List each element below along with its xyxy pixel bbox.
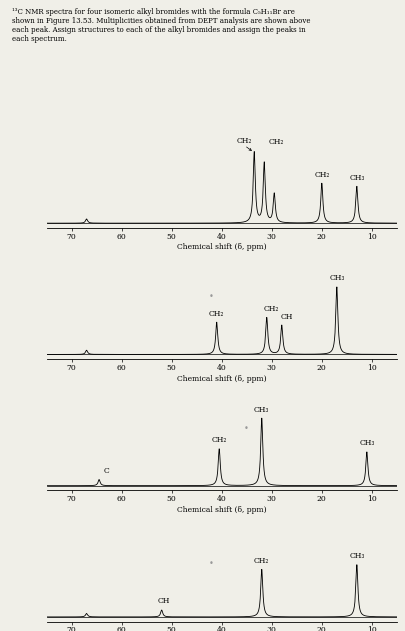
Text: CH₂: CH₂ xyxy=(237,137,252,145)
Text: CH₃: CH₃ xyxy=(349,174,364,182)
X-axis label: Chemical shift (δ, ppm): Chemical shift (δ, ppm) xyxy=(177,506,266,514)
Text: •: • xyxy=(209,292,214,302)
X-axis label: Chemical shift (δ, ppm): Chemical shift (δ, ppm) xyxy=(177,244,266,251)
Text: CH₃: CH₃ xyxy=(254,406,269,413)
Text: •: • xyxy=(209,559,214,568)
Text: •: • xyxy=(244,423,249,433)
Text: CH₂: CH₂ xyxy=(209,310,224,317)
Text: CH₃: CH₃ xyxy=(329,274,345,282)
Text: CH₂: CH₂ xyxy=(264,305,279,313)
Text: ¹³C NMR spectra for four isomeric alkyl bromides with the formula C₅H₁₁Br are
sh: ¹³C NMR spectra for four isomeric alkyl … xyxy=(12,8,311,43)
X-axis label: Chemical shift (δ, ppm): Chemical shift (δ, ppm) xyxy=(177,375,266,382)
Text: CH₂: CH₂ xyxy=(269,138,284,146)
Text: C: C xyxy=(104,467,109,475)
Text: CH₃: CH₃ xyxy=(349,552,364,560)
Text: CH: CH xyxy=(158,598,171,605)
Text: CH₂: CH₂ xyxy=(211,436,227,444)
Text: CH₂: CH₂ xyxy=(254,557,269,565)
Text: CH₂: CH₂ xyxy=(314,170,330,179)
Text: CH: CH xyxy=(281,313,293,321)
Text: CH₃: CH₃ xyxy=(359,439,375,447)
